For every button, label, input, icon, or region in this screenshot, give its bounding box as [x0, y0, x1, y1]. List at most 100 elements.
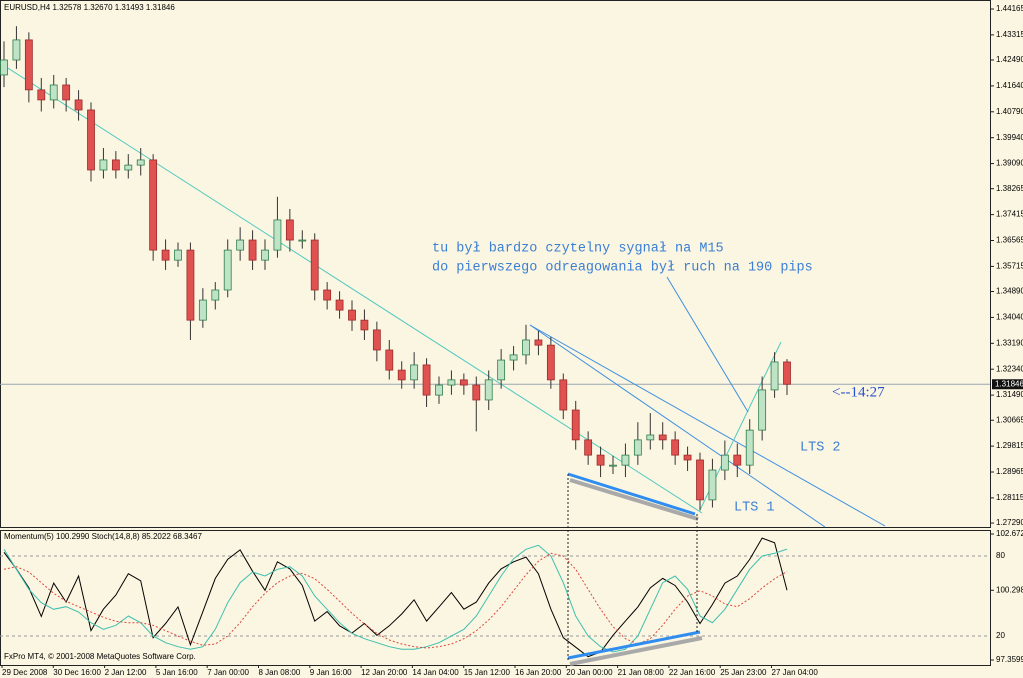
- candle-body: [136, 159, 145, 166]
- candle-body: [671, 439, 680, 456]
- candle-body: [174, 249, 182, 261]
- y-tick-label: 1.39090: [996, 159, 1023, 168]
- y2-tick-label: 80: [996, 551, 1005, 560]
- x-tick-label: 14 Jan 04:00: [412, 668, 459, 677]
- candle-body: [186, 249, 195, 321]
- y2-tick-label: 20: [996, 631, 1005, 640]
- candle-body: [74, 99, 83, 111]
- y-tick-label: 1.37415: [996, 210, 1023, 219]
- y-tick-label: 1.29815: [996, 441, 1023, 450]
- trend-line: [529, 324, 886, 527]
- candle-body: [211, 289, 220, 301]
- candle-body: [447, 379, 456, 386]
- x-tick-label: 2 Jan 12:00: [105, 668, 147, 677]
- annotation: <--14:27: [832, 384, 885, 400]
- candle-body: [87, 109, 95, 171]
- candle-body: [646, 434, 655, 441]
- candle-body: [198, 299, 207, 321]
- price-marker-label: 1.31846: [995, 379, 1023, 388]
- divergence-line: [567, 472, 696, 516]
- x-tick-label: 21 Jan 08:00: [618, 668, 665, 677]
- x-tick-label: 5 Jan 16:00: [156, 668, 198, 677]
- trend-line: [0, 62, 703, 514]
- x-tick-label: 25 Jan 23:00: [720, 668, 767, 677]
- candle-body: [584, 439, 593, 456]
- x-tick-label: 16 Jan 20:00: [515, 668, 562, 677]
- y-tick-label: 1.28115: [996, 493, 1023, 502]
- y-tick-label: 1.30665: [996, 415, 1023, 424]
- indicator-line: [3, 544, 788, 653]
- candle-body: [522, 339, 530, 356]
- x-tick-label: 12 Jan 20:00: [361, 668, 408, 677]
- price-marker-box: [992, 379, 1023, 390]
- y-tick-label: 1.34890: [996, 287, 1023, 296]
- candle-body: [298, 239, 307, 242]
- pointer-line: [666, 276, 749, 413]
- candle-body: [422, 364, 431, 396]
- y-tick-label: 102.6720: [996, 529, 1023, 538]
- candle-body: [472, 384, 481, 401]
- candle-body: [335, 299, 344, 311]
- candle-body: [497, 359, 506, 381]
- indicator-title: Momentum(5) 100.2990 Stoch(14,8,8) 85.20…: [4, 532, 202, 541]
- candle-body: [683, 454, 692, 461]
- y-tick-label: 1.44165: [996, 4, 1023, 13]
- candle-body: [236, 239, 245, 251]
- y-tick-label: 97.3599: [996, 655, 1023, 664]
- candle-body: [459, 379, 468, 386]
- candle-body: [435, 384, 443, 396]
- x-tick-label: 15 Jan 12:00: [464, 668, 511, 677]
- annotation: LTS 2: [800, 441, 841, 456]
- y-tick-label: 1.43315: [996, 30, 1023, 39]
- price-panel-frame: [0, 0, 991, 528]
- y-tick-label: 1.27290: [996, 518, 1023, 527]
- y-tick-label: 1.38265: [996, 184, 1023, 193]
- y-tick-label: 1.28965: [996, 467, 1023, 476]
- candle-body: [658, 434, 667, 441]
- candle-body: [559, 379, 568, 411]
- candle-body: [124, 164, 133, 171]
- x-tick-label: 9 Jan 16:00: [310, 668, 352, 677]
- candle-body: [261, 249, 269, 261]
- y-tick-label: 1.40790: [996, 107, 1023, 116]
- candle-body: [223, 249, 232, 291]
- trend-line: [529, 324, 826, 528]
- candle-body: [348, 309, 356, 321]
- x-tick-label: 7 Jan 00:00: [207, 668, 249, 677]
- annotation: LTS 1: [734, 501, 775, 516]
- candle-body: [633, 439, 642, 456]
- candle-body: [770, 361, 779, 391]
- candle-body: [323, 289, 332, 301]
- candle-body: [385, 349, 394, 371]
- candle-body: [410, 364, 419, 381]
- candle-body: [621, 454, 630, 466]
- candle-body: [248, 239, 257, 261]
- y-tick-label: 1.32340: [996, 364, 1023, 373]
- annotation: do pierwszego odreagowania był ruch na 1…: [432, 261, 813, 276]
- x-tick-label: 29 Dec 2008: [2, 668, 48, 677]
- y-tick-label: 1.36565: [996, 236, 1023, 245]
- candle-body: [596, 454, 605, 466]
- x-tick-label: 22 Jan 16:00: [669, 668, 716, 677]
- x-tick-label: 30 Dec 16:00: [53, 668, 101, 677]
- candle-body: [360, 319, 369, 331]
- candle-body: [509, 354, 518, 361]
- candle-body: [285, 219, 294, 241]
- y-tick-label: 1.41640: [996, 81, 1023, 90]
- indicator-line: [3, 537, 788, 658]
- candle-body: [758, 389, 767, 431]
- y-tick-label: 1.42490: [996, 55, 1023, 64]
- candle-body: [111, 159, 120, 171]
- x-tick-label: 20 Jan 00:00: [566, 668, 613, 677]
- candle-body: [372, 329, 381, 351]
- y-tick-label: 1.39940: [996, 133, 1023, 142]
- candle-body: [149, 159, 158, 251]
- candle-body: [745, 429, 754, 466]
- candle-body: [696, 459, 704, 501]
- candle-body: [0, 59, 8, 76]
- candle-body: [24, 39, 33, 91]
- candle-body: [12, 39, 21, 61]
- candle-body: [534, 339, 543, 346]
